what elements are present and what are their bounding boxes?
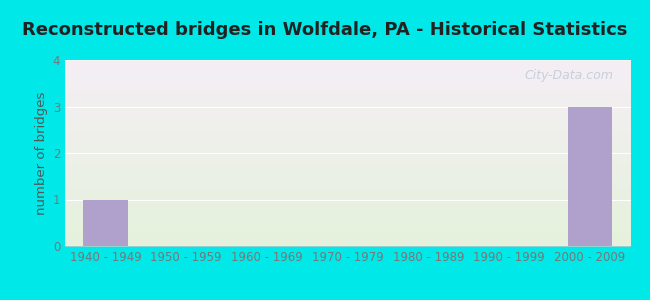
Bar bbox=[83, 200, 127, 246]
Bar bbox=[568, 106, 612, 246]
Y-axis label: number of bridges: number of bridges bbox=[36, 91, 49, 215]
Text: Reconstructed bridges in Wolfdale, PA - Historical Statistics: Reconstructed bridges in Wolfdale, PA - … bbox=[22, 21, 628, 39]
Text: City-Data.com: City-Data.com bbox=[525, 69, 614, 82]
